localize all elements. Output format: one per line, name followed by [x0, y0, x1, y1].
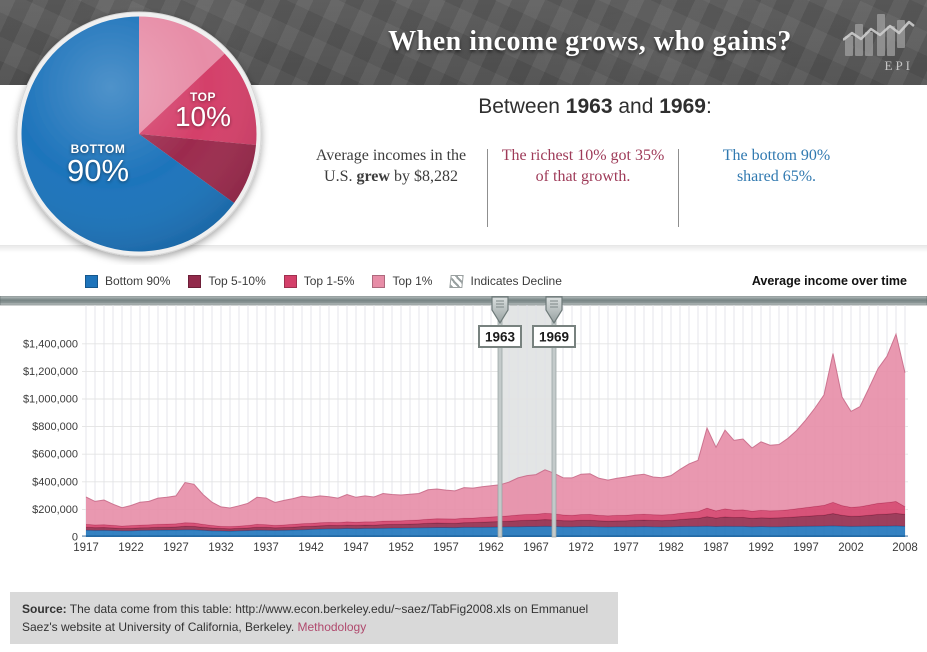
end-year: 1969: [659, 95, 706, 118]
timeline-slider-track[interactable]: [0, 295, 927, 306]
selection-year-label: 1969: [539, 330, 569, 345]
legend-swatch-top-1-5: [283, 274, 297, 288]
methodology-link[interactable]: Methodology: [297, 620, 367, 634]
legend-swatch-top-1: [372, 274, 386, 288]
legend-label: Top 5-10%: [208, 274, 266, 288]
svg-text:1927: 1927: [163, 542, 189, 554]
legend-label: Top 1%: [392, 274, 433, 288]
svg-text:0: 0: [72, 532, 78, 544]
income-area-chart: 1963 1969 $1,400,000 $1,200,000 $1,000,000 $8…: [0, 295, 927, 554]
legend-item-top-1: Top 1%: [372, 274, 432, 288]
legend-item-top-1-5: Top 1-5%: [283, 274, 355, 288]
svg-text:1922: 1922: [118, 542, 144, 554]
svg-text:$400,000: $400,000: [32, 476, 78, 488]
source-box: Source: The data come from this table: h…: [10, 592, 618, 644]
legend-swatch-top-5-10: [188, 274, 202, 288]
period-heading: Between 1963 and 1969:: [270, 95, 920, 123]
source-text: The data come from this table: http://ww…: [22, 602, 589, 634]
svg-text:1947: 1947: [343, 542, 369, 554]
pie-chart: TOP 10% BOTTOM 90%: [8, 3, 270, 265]
area-top-5-10: [86, 513, 905, 532]
chart-title: Average income over time: [751, 274, 907, 288]
page-title: When income grows, who gains?: [388, 26, 792, 57]
legend-item-indicates-decline: Indicates Decline: [449, 274, 562, 288]
stat-top10-share: The richest 10% got 35% of that growth.: [501, 147, 665, 186]
area-bottom-90: [86, 525, 905, 537]
svg-text:$600,000: $600,000: [32, 449, 78, 461]
stat-average-growth: Average incomes in the U.S. grew by $8,2…: [315, 147, 467, 186]
legend-label: Indicates Decline: [470, 274, 562, 288]
chart-block: 1963 1969 $1,400,000 $1,200,000 $1,000,000 $8…: [0, 295, 927, 564]
heading-suffix: :: [705, 95, 712, 118]
svg-text:1992: 1992: [748, 542, 774, 554]
column-divider: [487, 149, 488, 227]
svg-text:1937: 1937: [253, 542, 279, 554]
legend-swatch-bottom-90: [85, 274, 98, 288]
selection-year-box: [532, 325, 576, 348]
section-divider: [0, 245, 927, 253]
svg-text:1917: 1917: [73, 542, 99, 554]
svg-text:1957: 1957: [433, 542, 459, 554]
svg-text:$200,000: $200,000: [32, 504, 78, 516]
epi-logo-icon: [842, 14, 915, 56]
svg-text:$800,000: $800,000: [32, 421, 78, 433]
legend: Bottom 90% Top 5-10% Top 1-5% Top 1% Indicat…: [85, 274, 562, 288]
svg-text:1987: 1987: [703, 542, 729, 554]
column-divider: [678, 149, 679, 227]
pie-callout-bottom90: BOTTOM 90%: [66, 142, 130, 189]
stat-bottom90-share: The bottom 90% shared 65%.: [722, 147, 831, 186]
decline-hatch-swatch: [449, 274, 465, 288]
legend-label: Bottom 90%: [105, 274, 171, 288]
svg-text:1932: 1932: [208, 542, 234, 554]
heading-prefix: Between: [478, 95, 566, 118]
start-year: 1963: [565, 95, 613, 118]
svg-text:1952: 1952: [388, 542, 414, 554]
summary-panel: Between 1963 and 1969: Average incomes i…: [270, 88, 920, 227]
svg-text:$1,400,000: $1,400,000: [23, 338, 78, 350]
area-top-1-5: [86, 501, 905, 529]
source-label: Source:: [22, 602, 67, 616]
x-axis: 1917 1922 1927 1932 1937 1942 1947 1952 1957 1962…: [73, 542, 918, 554]
svg-text:$1,000,000: $1,000,000: [23, 394, 78, 406]
pie-callout-top10: TOP 10%: [174, 90, 232, 133]
svg-text:1997: 1997: [793, 542, 819, 554]
epi-logo: EPI: [842, 8, 915, 74]
legend-item-top-5-10: Top 5-10%: [188, 274, 266, 288]
legend-row: Bottom 90% Top 5-10% Top 1-5% Top 1% Indicat…: [85, 268, 907, 294]
svg-text:$1,200,000: $1,200,000: [23, 366, 78, 378]
svg-text:1967: 1967: [523, 542, 549, 554]
svg-text:2008: 2008: [892, 542, 918, 554]
legend-label: Top 1-5%: [303, 274, 355, 288]
svg-text:1972: 1972: [568, 542, 594, 554]
y-axis: $1,400,000 $1,200,000 $1,000,000 $800,000 $6…: [23, 338, 78, 543]
area-top-1: [86, 334, 905, 527]
svg-text:1962: 1962: [478, 542, 504, 554]
heading-conjunction: and: [612, 95, 660, 118]
pie-svg: [16, 11, 262, 257]
svg-text:1977: 1977: [613, 542, 639, 554]
svg-text:2002: 2002: [838, 542, 864, 554]
selection-year-label: 1963: [485, 330, 516, 345]
epi-logo-text: EPI: [884, 58, 913, 73]
selection-year-box: [478, 325, 522, 348]
svg-text:1982: 1982: [658, 542, 684, 554]
legend-item-bottom-90: Bottom 90%: [85, 274, 170, 288]
svg-text:1942: 1942: [298, 542, 324, 554]
